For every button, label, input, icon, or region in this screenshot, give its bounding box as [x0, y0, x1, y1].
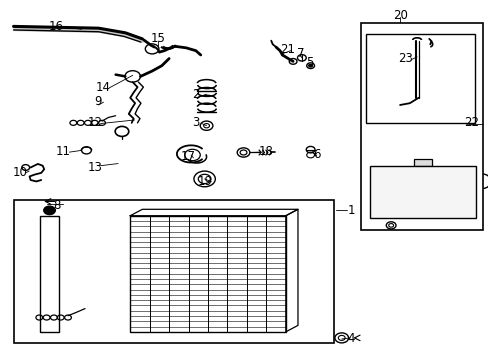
Text: 13: 13: [87, 161, 102, 174]
Polygon shape: [130, 209, 297, 216]
Bar: [40, 216, 59, 332]
Bar: [369, 166, 475, 217]
Text: 17: 17: [181, 150, 196, 163]
Text: 22: 22: [464, 116, 479, 129]
Text: 7: 7: [296, 47, 304, 60]
Text: 8: 8: [54, 198, 61, 212]
Text: 9: 9: [94, 95, 101, 108]
Text: 1: 1: [347, 204, 354, 217]
Polygon shape: [285, 209, 297, 332]
Text: 3: 3: [192, 116, 199, 129]
Text: 19: 19: [198, 175, 213, 188]
Text: 10: 10: [12, 166, 27, 179]
Circle shape: [308, 64, 312, 67]
Bar: [413, 159, 431, 166]
Bar: [14, 200, 334, 342]
Bar: [361, 23, 482, 230]
Text: 18: 18: [259, 145, 273, 158]
Text: 20: 20: [392, 9, 407, 22]
Text: 23: 23: [398, 52, 412, 65]
Text: 14: 14: [96, 81, 111, 94]
Bar: [130, 216, 285, 332]
Text: 6: 6: [312, 148, 320, 162]
Text: 15: 15: [150, 32, 165, 45]
Bar: [366, 33, 474, 123]
Text: 16: 16: [48, 20, 63, 33]
Text: 4: 4: [347, 333, 354, 346]
Text: 21: 21: [279, 43, 294, 56]
Text: 5: 5: [306, 55, 313, 69]
Text: 11: 11: [56, 145, 71, 158]
Text: 2: 2: [192, 88, 199, 101]
Circle shape: [43, 206, 55, 215]
Text: 12: 12: [87, 116, 102, 129]
